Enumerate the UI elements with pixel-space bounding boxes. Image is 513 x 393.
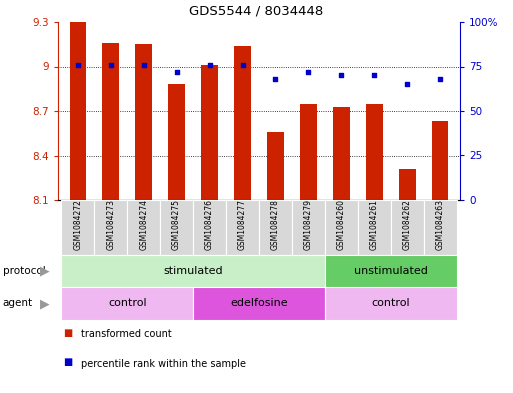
Text: GDS5544 / 8034448: GDS5544 / 8034448 <box>189 5 324 18</box>
Point <box>370 72 379 79</box>
Text: GSM1084263: GSM1084263 <box>436 199 445 250</box>
Bar <box>366 104 383 200</box>
Text: GSM1084276: GSM1084276 <box>205 199 214 250</box>
Text: GSM1084274: GSM1084274 <box>139 199 148 250</box>
Point <box>337 72 345 79</box>
Bar <box>103 43 119 200</box>
Text: GSM1084277: GSM1084277 <box>238 199 247 250</box>
Point <box>172 69 181 75</box>
Bar <box>325 200 358 255</box>
Bar <box>300 104 317 200</box>
Bar <box>391 200 424 255</box>
Bar <box>226 200 259 255</box>
Bar <box>61 287 193 320</box>
Bar <box>127 200 160 255</box>
Point <box>140 62 148 68</box>
Text: GSM1084262: GSM1084262 <box>403 199 412 250</box>
Text: GSM1084260: GSM1084260 <box>337 199 346 250</box>
Bar <box>94 200 127 255</box>
Text: GSM1084272: GSM1084272 <box>73 199 82 250</box>
Bar <box>61 200 94 255</box>
Bar <box>234 46 251 200</box>
Point <box>107 62 115 68</box>
Text: GSM1084279: GSM1084279 <box>304 199 313 250</box>
Bar <box>70 22 86 200</box>
Bar <box>325 287 457 320</box>
Text: ■: ■ <box>63 358 72 367</box>
Bar <box>259 200 292 255</box>
Bar <box>325 255 457 287</box>
Bar <box>333 107 350 200</box>
Bar <box>292 200 325 255</box>
Point <box>74 62 82 68</box>
Bar <box>193 287 325 320</box>
Text: agent: agent <box>3 299 33 309</box>
Text: ▶: ▶ <box>41 297 50 310</box>
Text: edelfosine: edelfosine <box>230 299 288 309</box>
Text: protocol: protocol <box>3 266 45 276</box>
Bar <box>267 132 284 200</box>
Text: ■: ■ <box>63 328 72 338</box>
Bar <box>424 200 457 255</box>
Text: GSM1084261: GSM1084261 <box>370 199 379 250</box>
Bar <box>160 200 193 255</box>
Text: percentile rank within the sample: percentile rank within the sample <box>81 359 246 369</box>
Text: control: control <box>108 299 147 309</box>
Bar <box>399 169 416 200</box>
Text: GSM1084278: GSM1084278 <box>271 199 280 250</box>
Bar <box>358 200 391 255</box>
Bar <box>135 44 152 200</box>
Text: ▶: ▶ <box>41 264 50 277</box>
Point <box>403 81 411 88</box>
Bar <box>61 255 325 287</box>
Text: unstimulated: unstimulated <box>354 266 428 276</box>
Bar <box>168 84 185 200</box>
Point <box>271 76 280 82</box>
Bar <box>193 200 226 255</box>
Bar <box>201 65 218 200</box>
Point <box>206 62 214 68</box>
Point <box>304 69 312 75</box>
Text: GSM1084275: GSM1084275 <box>172 199 181 250</box>
Text: GSM1084273: GSM1084273 <box>106 199 115 250</box>
Bar <box>432 121 448 200</box>
Point <box>239 62 247 68</box>
Point <box>436 76 444 82</box>
Text: control: control <box>371 299 410 309</box>
Text: transformed count: transformed count <box>81 329 172 339</box>
Text: stimulated: stimulated <box>163 266 223 276</box>
